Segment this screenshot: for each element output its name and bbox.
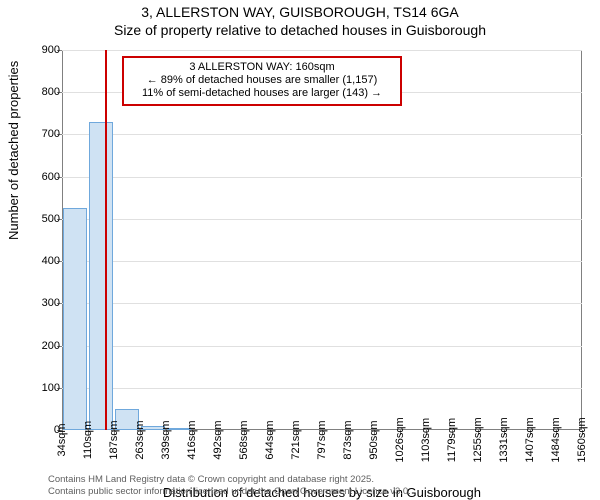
annotation-line: ← 89% of detached houses are smaller (1,… xyxy=(130,74,394,87)
y-tick-label: 700 xyxy=(30,128,60,140)
x-tick-label: 950sqm xyxy=(368,420,380,459)
y-tick-label: 400 xyxy=(30,255,60,267)
x-tick-label: 644sqm xyxy=(264,420,276,459)
y-tick-label: 200 xyxy=(30,340,60,352)
footer-line2: Contains public sector information licen… xyxy=(48,486,411,497)
chart-plot-area: 34sqm110sqm187sqm263sqm339sqm416sqm492sq… xyxy=(62,50,582,430)
x-tick-label: 721sqm xyxy=(290,420,302,459)
x-tick-label: 1331sqm xyxy=(498,417,510,462)
chart-title-block: 3, ALLERSTON WAY, GUISBOROUGH, TS14 6GA … xyxy=(0,0,600,39)
x-tick-label: 1179sqm xyxy=(446,418,458,462)
x-tick-label: 797sqm xyxy=(316,420,328,459)
x-tick-label: 1026sqm xyxy=(394,417,406,462)
title-line1: 3, ALLERSTON WAY, GUISBOROUGH, TS14 6GA xyxy=(0,4,600,22)
x-tick-label: 873sqm xyxy=(342,420,354,459)
x-tick-label: 1255sqm xyxy=(472,417,484,462)
annotation-line: 11% of semi-detached houses are larger (… xyxy=(130,87,394,100)
y-tick-label: 800 xyxy=(30,86,60,98)
x-tick-label: 110sqm xyxy=(82,421,94,459)
x-tick-label: 568sqm xyxy=(238,420,250,459)
x-tick-label: 263sqm xyxy=(134,420,146,459)
gridline xyxy=(62,177,582,178)
gridline xyxy=(62,134,582,135)
x-tick-label: 1103sqm xyxy=(420,418,432,462)
gridline xyxy=(62,303,582,304)
y-tick-label: 100 xyxy=(30,382,60,394)
x-tick-label: 187sqm xyxy=(108,420,120,459)
y-tick-label: 600 xyxy=(30,171,60,183)
footer-attribution: Contains HM Land Registry data © Crown c… xyxy=(48,474,411,497)
title-line2: Size of property relative to detached ho… xyxy=(0,22,600,40)
gridline xyxy=(62,261,582,262)
x-tick-label: 492sqm xyxy=(212,420,224,459)
gridline xyxy=(62,388,582,389)
footer-line1: Contains HM Land Registry data © Crown c… xyxy=(48,474,411,485)
y-tick-label: 900 xyxy=(30,44,60,56)
annotation-line: 3 ALLERSTON WAY: 160sqm xyxy=(130,61,394,74)
x-tick-label: 416sqm xyxy=(186,420,198,459)
gridline xyxy=(62,50,582,51)
gridline xyxy=(62,346,582,347)
subject-marker-line xyxy=(105,50,107,430)
x-tick-label: 339sqm xyxy=(160,420,172,459)
y-tick-label: 500 xyxy=(30,213,60,225)
histogram-bar xyxy=(89,122,112,430)
y-axis-label: Number of detached properties xyxy=(6,61,21,240)
plot-border-right xyxy=(581,50,582,430)
y-tick-label: 0 xyxy=(30,424,60,436)
annotation-box: 3 ALLERSTON WAY: 160sqm← 89% of detached… xyxy=(122,56,402,106)
y-tick-label: 300 xyxy=(30,297,60,309)
gridline xyxy=(62,219,582,220)
x-tick-label: 1484sqm xyxy=(550,417,562,462)
x-tick-label: 1560sqm xyxy=(576,417,588,462)
histogram-bar xyxy=(63,208,86,430)
x-tick-label: 1407sqm xyxy=(524,417,536,462)
